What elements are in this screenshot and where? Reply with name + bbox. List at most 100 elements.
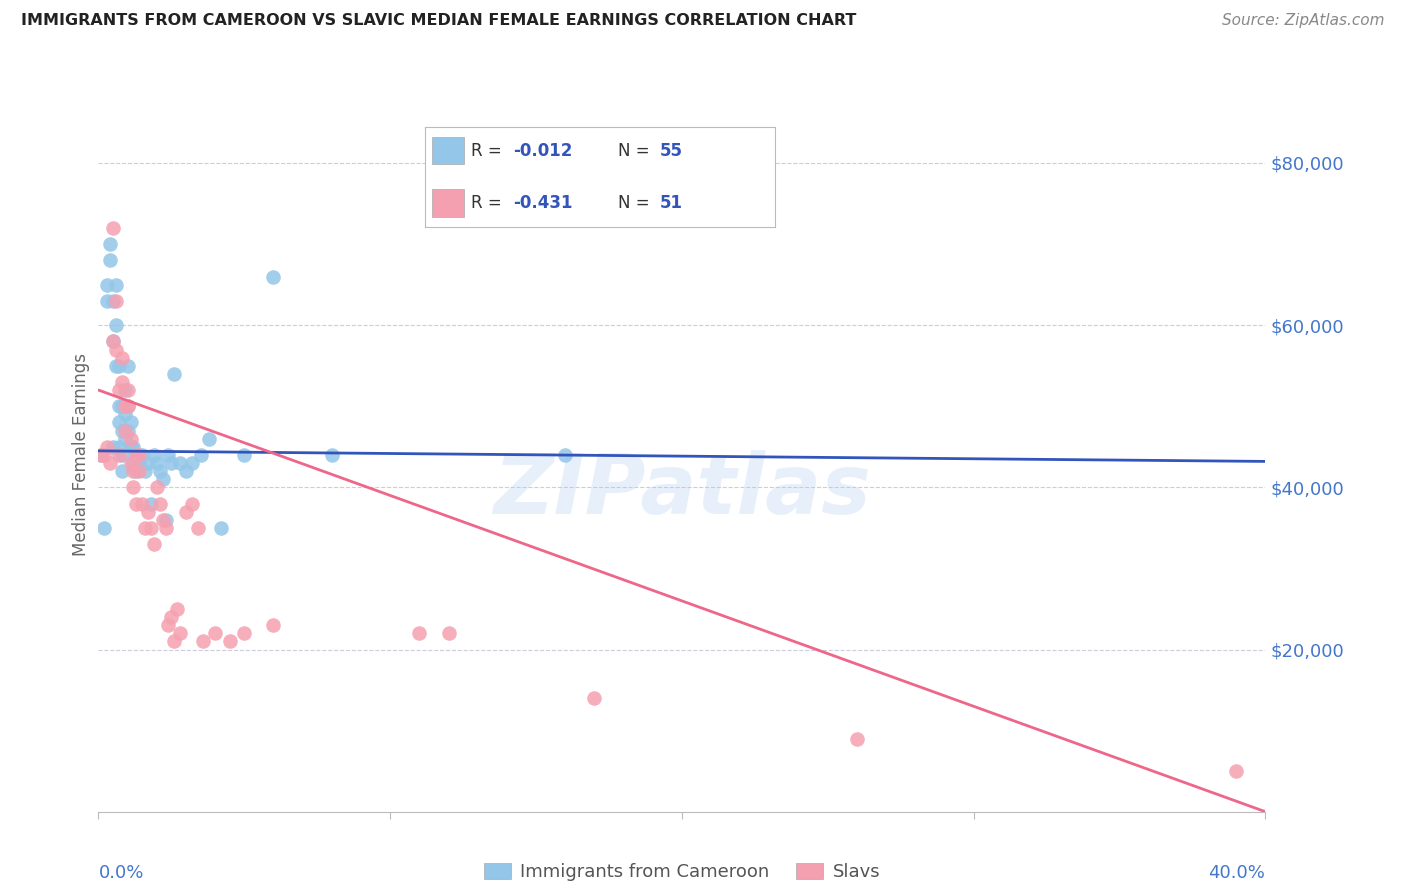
Point	[96, 277, 118, 292]
Point	[125, 497, 148, 511]
Point	[166, 602, 188, 616]
Point	[114, 408, 136, 422]
Point	[136, 505, 159, 519]
Point	[134, 464, 156, 478]
Point	[233, 626, 256, 640]
Point	[98, 456, 121, 470]
Point	[114, 424, 136, 438]
Point	[111, 424, 134, 438]
Point	[117, 359, 139, 373]
Point	[90, 448, 112, 462]
Point	[120, 416, 142, 430]
Point	[111, 448, 134, 462]
Point	[114, 383, 136, 397]
Point	[160, 610, 183, 624]
Point	[139, 497, 162, 511]
Point	[190, 448, 212, 462]
Point	[233, 448, 256, 462]
Point	[122, 464, 145, 478]
Point	[96, 293, 118, 308]
Point	[120, 440, 142, 454]
Legend: Immigrants from Cameroon, Slavs: Immigrants from Cameroon, Slavs	[484, 863, 880, 881]
Point	[98, 253, 121, 268]
Point	[114, 399, 136, 413]
Point	[180, 497, 202, 511]
Point	[155, 521, 177, 535]
Point	[262, 618, 284, 632]
Point	[146, 456, 169, 470]
Point	[209, 521, 232, 535]
Point	[108, 359, 131, 373]
Point	[108, 416, 131, 430]
Point	[321, 448, 343, 462]
Point	[111, 464, 134, 478]
Point	[583, 691, 606, 706]
Point	[152, 472, 174, 486]
Point	[101, 440, 124, 454]
Point	[142, 537, 165, 551]
Point	[437, 626, 460, 640]
Point	[169, 626, 191, 640]
Point	[408, 626, 430, 640]
Point	[149, 464, 172, 478]
Point	[198, 432, 221, 446]
Point	[122, 440, 145, 454]
Point	[120, 432, 142, 446]
Point	[122, 480, 145, 494]
Point	[218, 634, 240, 648]
Point	[125, 448, 148, 462]
Point	[122, 456, 145, 470]
Point	[93, 448, 115, 462]
Point	[149, 497, 172, 511]
Point	[128, 456, 150, 470]
Point	[157, 618, 180, 632]
Text: 40.0%: 40.0%	[1209, 864, 1265, 882]
Point	[193, 634, 215, 648]
Point	[152, 513, 174, 527]
Point	[128, 448, 150, 462]
Point	[108, 383, 131, 397]
Point	[98, 237, 121, 252]
Point	[101, 293, 124, 308]
Point	[163, 367, 186, 381]
Point	[169, 456, 191, 470]
Point	[163, 634, 186, 648]
Point	[111, 399, 134, 413]
Point	[114, 432, 136, 446]
Point	[554, 448, 576, 462]
Point	[117, 424, 139, 438]
Point	[101, 220, 124, 235]
Point	[108, 399, 131, 413]
Y-axis label: Median Female Earnings: Median Female Earnings	[72, 353, 90, 557]
Point	[180, 456, 202, 470]
Text: Source: ZipAtlas.com: Source: ZipAtlas.com	[1222, 13, 1385, 29]
Point	[128, 464, 150, 478]
Point	[111, 375, 134, 389]
Point	[146, 480, 169, 494]
Text: IMMIGRANTS FROM CAMEROON VS SLAVIC MEDIAN FEMALE EARNINGS CORRELATION CHART: IMMIGRANTS FROM CAMEROON VS SLAVIC MEDIA…	[21, 13, 856, 29]
Point	[104, 277, 127, 292]
Point	[90, 448, 112, 462]
Point	[93, 521, 115, 535]
Point	[262, 269, 284, 284]
Point	[187, 521, 209, 535]
Point	[134, 521, 156, 535]
Text: 0.0%: 0.0%	[98, 864, 143, 882]
Point	[101, 334, 124, 349]
Point	[96, 440, 118, 454]
Point	[155, 513, 177, 527]
Point	[120, 456, 142, 470]
Point	[101, 334, 124, 349]
Point	[845, 731, 868, 746]
Point	[204, 626, 226, 640]
Point	[174, 505, 197, 519]
Point	[174, 464, 197, 478]
Point	[117, 399, 139, 413]
Text: ZIPatlas: ZIPatlas	[494, 450, 870, 531]
Point	[160, 456, 183, 470]
Point	[104, 293, 127, 308]
Point	[157, 448, 180, 462]
Point	[111, 351, 134, 365]
Point	[142, 448, 165, 462]
Point	[131, 448, 153, 462]
